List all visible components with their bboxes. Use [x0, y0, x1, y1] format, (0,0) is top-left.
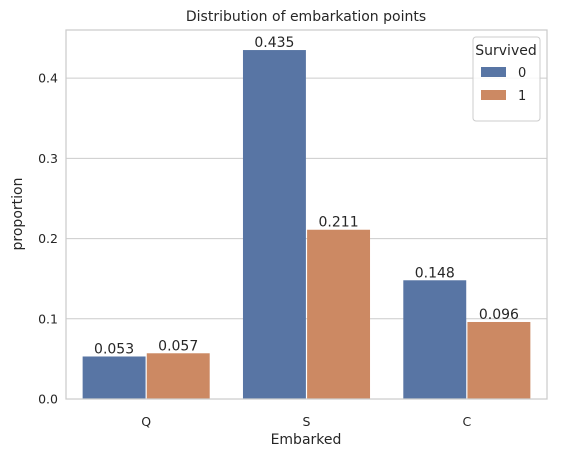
legend-label-0: 0	[518, 66, 526, 81]
x-tick-label-Q: Q	[141, 414, 151, 429]
x-tick-label-S: S	[303, 414, 311, 429]
y-tick-label-2: 0.2	[38, 231, 58, 246]
chart-title: Distribution of embarkation points	[186, 9, 426, 25]
bar-C-0	[403, 280, 467, 399]
y-tick-label-3: 0.3	[38, 151, 58, 166]
bars	[82, 50, 531, 399]
legend-title: Survived	[475, 43, 536, 59]
bar-Q-0	[82, 356, 146, 399]
y-ticks: 0.0 0.1 0.2 0.3 0.4	[38, 71, 58, 407]
y-axis-label: proportion	[10, 178, 26, 251]
bar-Q-1	[146, 353, 210, 399]
data-label-C-0: 0.148	[415, 265, 455, 281]
legend-swatch-0	[481, 67, 506, 77]
data-label-C-1: 0.096	[479, 307, 519, 323]
legend-label-1: 1	[518, 89, 526, 104]
bar-C-1	[467, 321, 531, 399]
legend-swatch-1	[481, 90, 506, 100]
y-tick-label-1: 0.1	[38, 311, 58, 326]
legend: Survived 0 1	[472, 36, 541, 122]
data-label-Q-1: 0.057	[158, 338, 198, 354]
x-axis-label: Embarked	[271, 432, 342, 448]
x-tick-label-C: C	[462, 414, 471, 429]
data-label-Q-0: 0.053	[94, 341, 134, 357]
plot-frame	[65, 29, 548, 400]
data-label-S-0: 0.435	[254, 35, 294, 51]
y-tick-label-4: 0.4	[38, 71, 58, 86]
data-labels: 0.053 0.057 0.435 0.211 0.148 0.096	[94, 35, 519, 357]
bar-S-0	[242, 50, 306, 399]
y-tick-label-0: 0.0	[38, 392, 58, 407]
bar-S-1	[307, 229, 371, 399]
data-label-S-1: 0.211	[319, 215, 359, 231]
